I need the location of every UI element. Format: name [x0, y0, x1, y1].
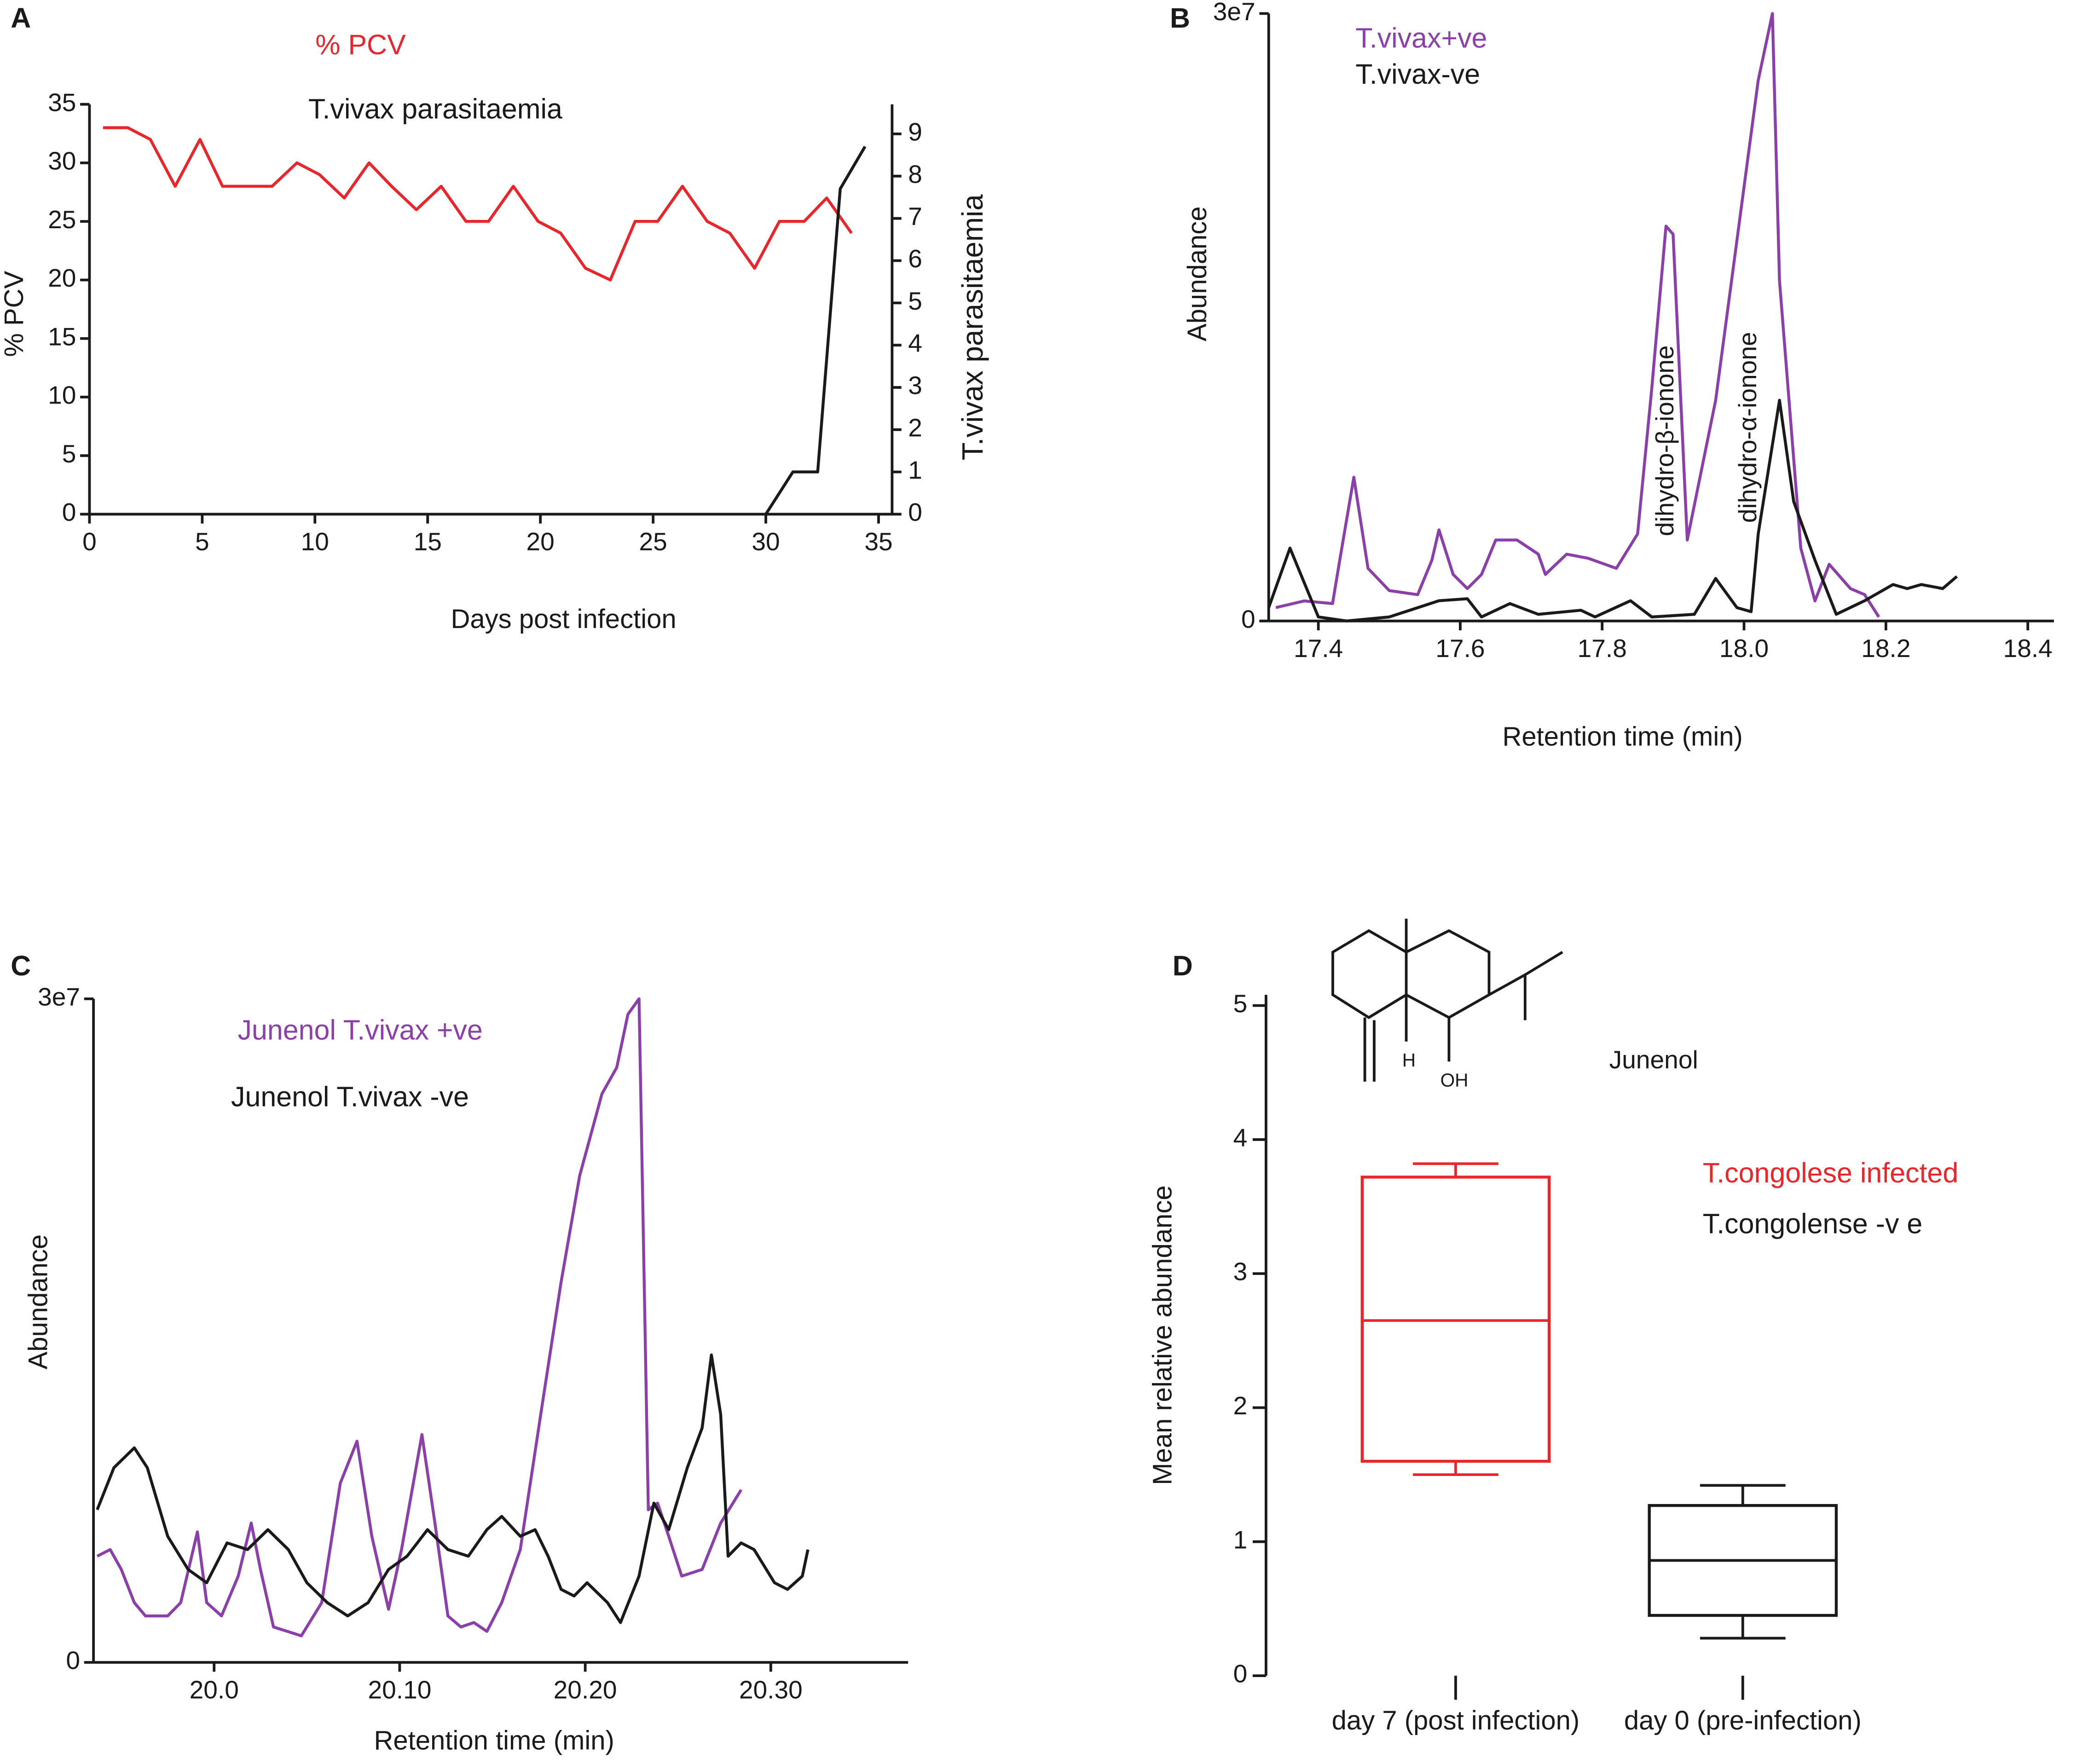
y-axis-label: Abundance — [1182, 206, 1212, 341]
x-tick-label: 20 — [526, 527, 555, 556]
y-tick-label: 0 — [62, 498, 76, 526]
legend-label: T.congolese infected — [1703, 1157, 1958, 1188]
y2-tick-label: 3 — [908, 371, 922, 400]
y-tick-label: 15 — [48, 322, 76, 351]
atom-label: OH — [1440, 1070, 1469, 1091]
x-tick-label: 25 — [639, 527, 667, 556]
compound-label: Junenol — [1609, 1045, 1698, 1074]
y2-tick-label: 5 — [908, 287, 922, 315]
x-axis-label: Days post infection — [451, 604, 676, 634]
x-tick-label: 18.0 — [1719, 634, 1769, 663]
y-tick-label: 0 — [1241, 605, 1255, 633]
y-tick-label: 2 — [1233, 1391, 1248, 1420]
atom-label: H — [1402, 1049, 1416, 1071]
y-tick-label: 20 — [48, 264, 76, 292]
y2-tick-label: 4 — [908, 329, 922, 357]
y-tick-label: 3e7 — [38, 982, 80, 1011]
x-tick-label: 15 — [414, 527, 442, 556]
annotation: dihydro-β-ionone — [1650, 346, 1679, 536]
y-tick-label: 30 — [48, 147, 76, 175]
y-tick-label: 25 — [48, 205, 76, 234]
panel-label: B — [1170, 2, 1190, 34]
y-tick-label: 5 — [1233, 989, 1248, 1018]
x-tick-label: 5 — [195, 527, 209, 556]
y-axis-label: Mean relative abundance — [1148, 1185, 1178, 1485]
legend-label: Junenol T.vivax +ve — [238, 1015, 483, 1046]
legend-label: % PCV — [315, 29, 406, 60]
series-line — [96, 1353, 810, 1624]
box — [1360, 1176, 1551, 1463]
x-axis-label: Retention time (min) — [1503, 721, 1743, 751]
junenol-structure — [1331, 918, 1563, 1082]
series-line — [764, 145, 867, 515]
y-tick-label: 35 — [48, 88, 76, 116]
y2-tick-label: 7 — [908, 202, 922, 231]
legend-label: T.vivax parasitaemia — [308, 93, 562, 124]
series-line — [96, 997, 743, 1637]
y2-tick-label: 0 — [908, 498, 922, 526]
y-tick-label: 0 — [66, 1646, 80, 1675]
x-tick-label: 0 — [82, 527, 97, 556]
y2-tick-label: 2 — [908, 413, 922, 442]
x-tick-label: 20.30 — [739, 1675, 803, 1704]
panel-label: C — [11, 950, 31, 981]
y2-tick-label: 1 — [908, 455, 922, 484]
y-tick-label: 10 — [48, 381, 76, 409]
y-axis-label: Abundance — [23, 1234, 53, 1370]
x-tick-label: 18.4 — [2003, 634, 2053, 663]
x-tick-label: 20.10 — [368, 1675, 431, 1704]
legend-label: Junenol T.vivax -ve — [231, 1081, 469, 1113]
legend-label: T.vivax-ve — [1355, 58, 1480, 90]
x-tick-label: 17.8 — [1578, 634, 1627, 663]
x-tick-label: 10 — [301, 527, 329, 556]
x-tick-label: day 7 (post infection) — [1332, 1706, 1580, 1735]
y2-tick-label: 8 — [908, 160, 922, 188]
y-tick-label: 1 — [1233, 1525, 1248, 1554]
y-tick-label: 0 — [1233, 1660, 1248, 1688]
y-tick-label: 4 — [1233, 1123, 1248, 1152]
x-axis-label: Retention time (min) — [374, 1726, 614, 1756]
y-tick-label: 5 — [62, 439, 76, 468]
x-tick-label: 20.0 — [190, 1675, 239, 1704]
x-tick-label: 17.4 — [1294, 634, 1343, 663]
y-tick-label: 3 — [1233, 1257, 1248, 1286]
y-tick-label: 3e7 — [1213, 0, 1255, 26]
x-tick-label: 18.2 — [1861, 634, 1910, 663]
x-tick-label: 35 — [864, 527, 892, 556]
y2-axis-label: T.vivax parasitaemia — [956, 194, 989, 461]
legend-label: T.congolense -v e — [1703, 1208, 1922, 1239]
x-tick-label: 17.6 — [1435, 634, 1485, 663]
series-line — [1275, 12, 1880, 618]
y2-tick-label: 6 — [908, 244, 922, 273]
y-axis-label: % PCV — [0, 271, 29, 357]
panel-label: D — [1173, 950, 1193, 981]
x-tick-label: day 0 (pre-infection) — [1624, 1706, 1862, 1735]
y2-tick-label: 9 — [908, 118, 922, 146]
legend-label: T.vivax+ve — [1355, 23, 1487, 54]
series-line — [1267, 398, 1958, 623]
annotation: dihydro-α-ionone — [1733, 332, 1762, 523]
series-line — [103, 126, 853, 282]
panel-label: A — [11, 2, 31, 34]
x-tick-label: 20.20 — [554, 1675, 617, 1704]
x-tick-label: 30 — [752, 527, 780, 556]
